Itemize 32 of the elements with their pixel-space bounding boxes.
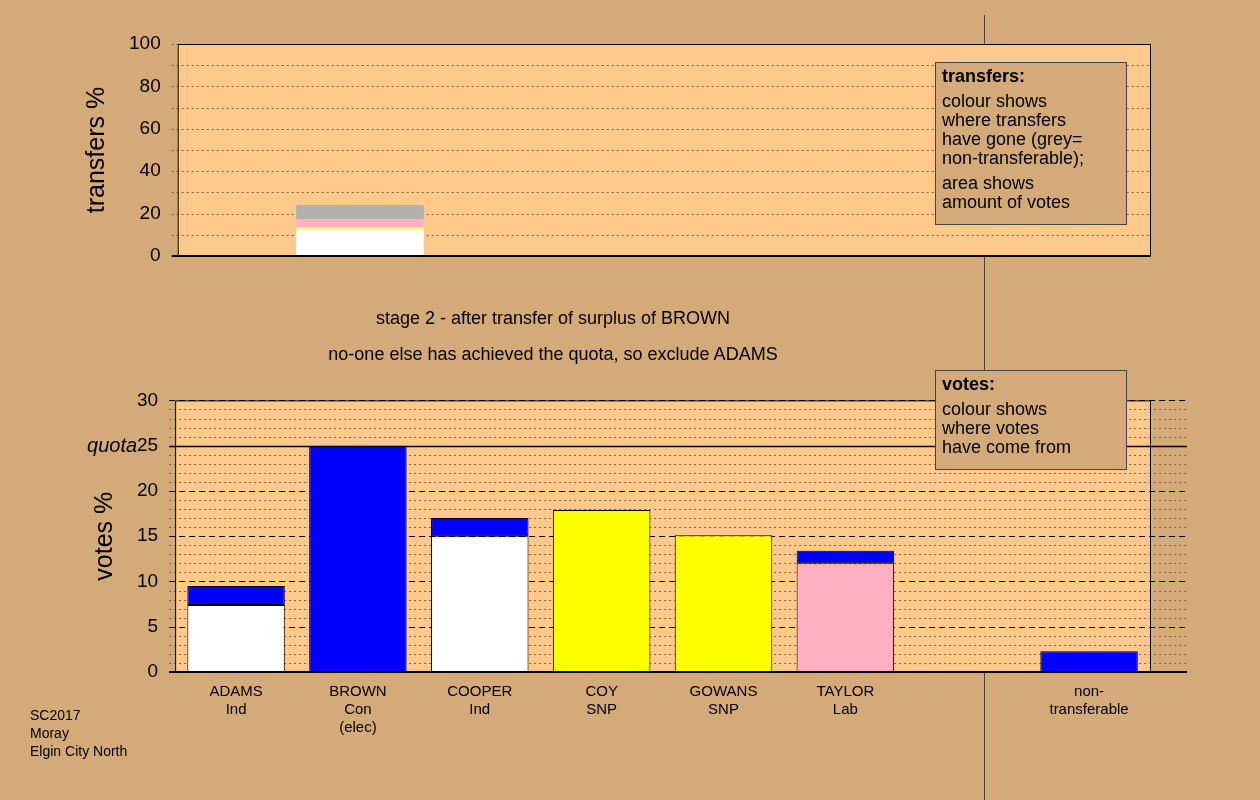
- y-tick-label: 5: [147, 614, 159, 636]
- y-tick-label: 0: [150, 244, 161, 266]
- y-tick-label: 10: [136, 569, 159, 591]
- ref-line-label: quota: [87, 434, 138, 457]
- y-tick-label: 60: [139, 117, 161, 139]
- note-panel: transfers: colour shows where transfers have gone (grey= non-transferable); area shows amount of votes: [935, 62, 1127, 225]
- annotation: colour shows where votes have come from: [942, 399, 1073, 457]
- text: SC2017 Moray Elgin City North: [30, 706, 128, 760]
- y-axis-title: votes %: [88, 491, 117, 581]
- y-tick-label: 20: [139, 201, 161, 223]
- x-tick-label: ADAMS Ind: [209, 682, 263, 718]
- annotation: area shows amount of votes: [942, 173, 1072, 212]
- x-tick-label: BROWN Con (elec): [329, 682, 387, 736]
- annotation: transfers:: [942, 66, 1027, 86]
- y-tick-label: 20: [136, 479, 159, 501]
- chart-title: stage 2 - after transfer of surplus of BROWN: [374, 308, 732, 329]
- y-tick-label: 40: [139, 159, 161, 181]
- y-tick-label: 80: [139, 74, 161, 96]
- chart-subtitle: no-one else has achieved the quota, so exclude ADAMS: [327, 344, 779, 365]
- x-tick-label: GOWANS SNP: [689, 682, 758, 718]
- x-tick-label: non- transferable: [1049, 682, 1129, 718]
- x-tick-label: COY SNP: [585, 682, 618, 718]
- y-tick-label: 25: [136, 433, 159, 455]
- y-axis-title: transfers %: [80, 86, 109, 214]
- note-panel: votes: colour shows where votes have come from: [935, 370, 1127, 470]
- x-tick-label: COOPER Ind: [447, 682, 513, 718]
- y-tick-label: 0: [147, 660, 159, 682]
- annotation: colour shows where transfers have gone (grey= non-transferable);: [942, 91, 1086, 168]
- x-tick-label: TAYLOR Lab: [816, 682, 875, 718]
- y-tick-label: 30: [136, 388, 159, 410]
- y-tick-label: 15: [136, 524, 159, 546]
- y-tick-label: 100: [129, 32, 161, 54]
